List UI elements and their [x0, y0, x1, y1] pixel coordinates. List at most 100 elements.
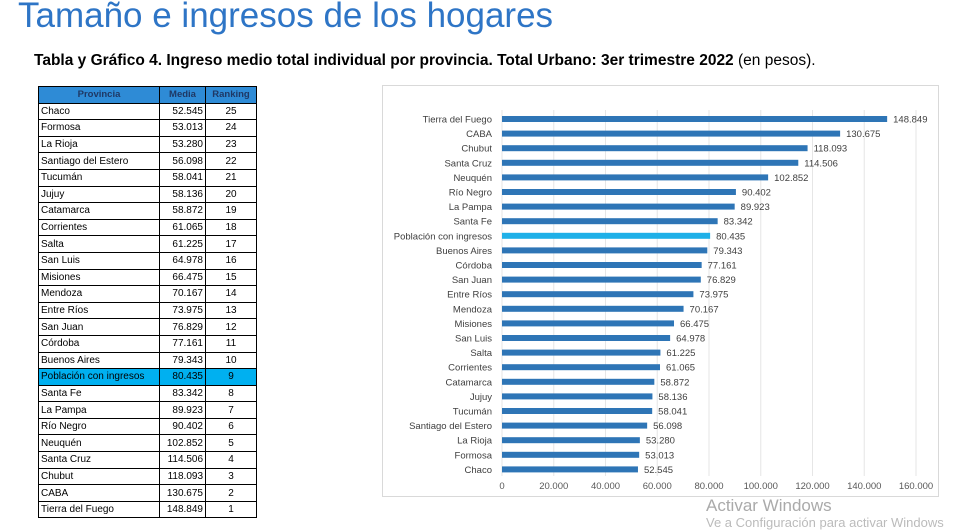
data-label: 76.829 [707, 275, 736, 286]
bar [502, 174, 769, 181]
subtitle-bold: Tabla y Gráfico 4. Ingreso medio total i… [34, 52, 734, 69]
activation-watermark-subtext: Ve a Configuración para activar Windows [706, 515, 944, 530]
page-title: Tamaño e ingresos de los hogares [18, 0, 554, 35]
table-row: Misiones 66.475 15 [38, 268, 257, 287]
data-label: 83.342 [724, 217, 753, 228]
data-label: 66.475 [680, 319, 709, 330]
category-label: Formosa [455, 450, 493, 461]
data-label: 58.136 [658, 392, 687, 403]
bar [502, 437, 640, 444]
bar [502, 189, 736, 195]
col-header-ranking: Ranking [205, 86, 257, 104]
data-label: 130.675 [846, 129, 880, 140]
bar [502, 408, 653, 414]
data-label: 114.506 [804, 158, 838, 169]
table-row: Tierra del Fuego 148.849 1 [38, 500, 257, 519]
cell-ranking: 1 [205, 500, 257, 519]
category-label: Tierra del Fuego [423, 115, 492, 126]
data-label: 61.225 [666, 348, 695, 359]
x-tick-label: 40.000 [591, 481, 620, 492]
category-label: Santa Fe [453, 217, 492, 228]
data-label: 58.872 [660, 377, 689, 388]
x-tick-label: 80.000 [694, 481, 723, 492]
category-label: Chubut [461, 144, 492, 155]
bar [502, 466, 638, 473]
bar [502, 422, 648, 429]
col-header-provincia: Provincia [38, 86, 160, 104]
table-row: La Rioja 53.280 23 [38, 135, 257, 154]
bar [502, 247, 708, 254]
data-label: 52.545 [644, 465, 673, 476]
table-row: Salta 61.225 17 [38, 235, 257, 253]
bar [502, 393, 653, 400]
table-row: Santa Cruz 114.506 4 [38, 451, 257, 469]
bar [502, 378, 655, 385]
category-label: Santa Cruz [444, 158, 492, 169]
data-label: 148.849 [893, 115, 927, 126]
category-label: Jujuy [470, 392, 492, 403]
category-label: Córdoba [456, 261, 493, 272]
category-label: La Pampa [449, 202, 493, 213]
activation-watermark: Activar Windows [706, 496, 832, 515]
category-label: Neuquén [453, 173, 492, 184]
data-label: 58.041 [658, 407, 687, 418]
x-tick-label: 60.000 [643, 481, 672, 492]
table-row: Población con ingresos 80.435 9 [38, 368, 257, 386]
chart-area [382, 85, 939, 497]
bar [502, 364, 661, 371]
data-label: 118.093 [814, 144, 848, 155]
data-label: 56.098 [653, 421, 682, 432]
cell-ranking: 9 [205, 368, 257, 386]
x-tick-label: 20.000 [539, 481, 568, 492]
table-row: La Pampa 89.923 7 [38, 401, 257, 419]
category-label: Misiones [455, 319, 493, 330]
data-label: 53.013 [645, 450, 674, 461]
data-label: 73.975 [699, 290, 728, 301]
subtitle: Tabla y Gráfico 4. Ingreso medio total i… [34, 52, 816, 70]
bar [502, 262, 702, 268]
x-tick-label: 120.000 [795, 481, 829, 492]
category-label: Catamarca [446, 377, 493, 388]
table-row: Santiago del Estero 56.098 22 [38, 152, 257, 170]
bar [502, 276, 701, 283]
data-label: 77.161 [708, 261, 737, 272]
cell-provincia: Tierra del Fuego [38, 500, 160, 519]
category-label: Santiago del Estero [409, 421, 492, 432]
data-label: 79.343 [713, 246, 742, 257]
bar [502, 232, 711, 239]
category-label: Mendoza [453, 304, 493, 315]
bar [502, 116, 888, 122]
category-label: Corrientes [448, 363, 492, 374]
province-table: Provincia Media Ranking Chaco 52.545 25 For… [38, 86, 257, 519]
bar [502, 349, 661, 356]
data-label: 102.852 [774, 173, 808, 184]
bar [502, 320, 675, 327]
category-label: Río Negro [449, 188, 492, 199]
x-tick-label: 140.000 [847, 481, 881, 492]
x-tick-label: 0 [499, 481, 504, 492]
x-tick-label: 100.000 [744, 481, 778, 492]
table-row: Tucumán 58.041 21 [38, 168, 257, 187]
table-row: San Juan 76.829 12 [38, 318, 257, 336]
data-label: 89.923 [741, 202, 770, 213]
table-row: Santa Fe 83.342 8 [38, 384, 257, 403]
category-label: San Luis [455, 334, 492, 345]
bar [502, 203, 735, 210]
data-label: 90.402 [742, 188, 771, 199]
category-label: Buenos Aires [436, 246, 492, 257]
data-label: 70.167 [690, 304, 719, 315]
bar [502, 130, 841, 137]
category-label: Chaco [465, 465, 492, 476]
data-label: 80.435 [716, 231, 745, 242]
bar [502, 335, 671, 341]
data-label: 64.978 [676, 334, 705, 345]
category-label: Salta [470, 348, 492, 359]
bar [502, 291, 694, 298]
table-row: Mendoza 70.167 14 [38, 285, 257, 303]
bar [502, 159, 799, 166]
bar [502, 145, 808, 152]
category-label: La Rioja [457, 436, 493, 447]
bar [502, 451, 640, 458]
data-label: 61.065 [666, 363, 695, 374]
